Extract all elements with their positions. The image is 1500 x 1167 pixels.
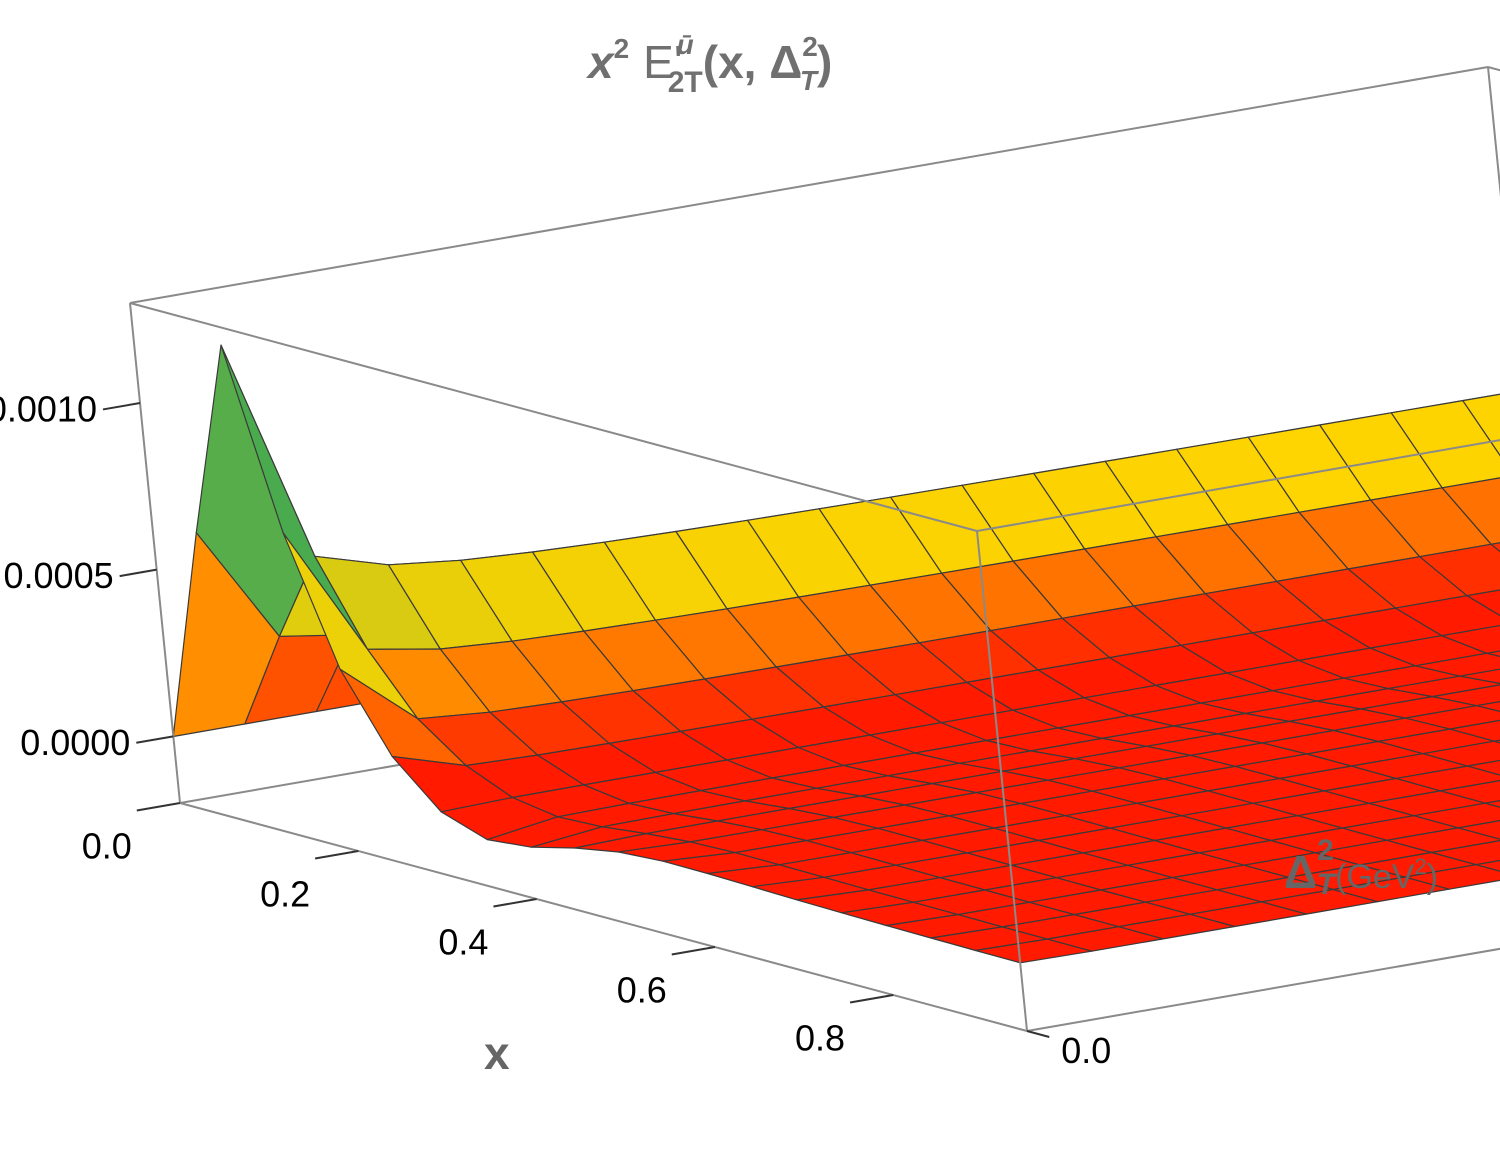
x-tick-mark	[314, 850, 359, 860]
surface-cell	[1475, 859, 1500, 872]
z-tick-mark	[102, 402, 141, 411]
surface-cell	[974, 938, 1093, 964]
axis-ticks: 0.00.20.40.60.80.00.51.00.00000.00050.00…	[0, 388, 1111, 1071]
x-tick-mark	[849, 994, 894, 1004]
x-tick-label: 0.8	[795, 1018, 845, 1059]
box-edge-back-2	[1487, 66, 1500, 72]
x-axis-title: x	[484, 1027, 510, 1079]
y-tick-label: 0.0	[1061, 1030, 1111, 1071]
box-edge-front-2	[129, 302, 978, 532]
surface-cell	[1475, 701, 1500, 713]
box-edge-front-3	[976, 439, 1500, 532]
box-edge-back-0	[1487, 66, 1500, 198]
z-tick-mark	[136, 735, 174, 744]
surface-mesh	[172, 344, 1500, 964]
x-tick-label: 0.6	[617, 970, 667, 1011]
box-edge-front-5	[1026, 947, 1500, 1032]
box-edge-front-1	[976, 530, 1028, 1032]
surface-cell	[1484, 800, 1500, 808]
x-tick-mark	[671, 946, 716, 956]
x-tick-mark	[493, 898, 537, 908]
y-tick-mark	[1026, 1030, 1050, 1038]
z-tick-label: 0.0000	[20, 722, 130, 763]
z-tick-mark	[119, 568, 157, 578]
x-tick-mark	[136, 802, 181, 812]
z-tick-label: 0.0005	[4, 555, 114, 596]
box-edge-front-4	[179, 802, 1028, 1032]
z-tick-label: 0.0010	[0, 388, 97, 429]
box-edge-front-0	[129, 302, 181, 804]
y-axis-title: Δ2 T(GeV2)	[1284, 834, 1438, 901]
x-tick-label: 0.4	[438, 922, 488, 963]
box-edge-back-3	[129, 66, 1489, 304]
x-tick-label: 0.2	[260, 874, 310, 915]
chart-title: x2 E'ū 2T(x, Δ2 T)	[585, 29, 832, 99]
bounding-box-front	[129, 302, 1500, 1032]
x-tick-label: 0.0	[82, 826, 132, 867]
